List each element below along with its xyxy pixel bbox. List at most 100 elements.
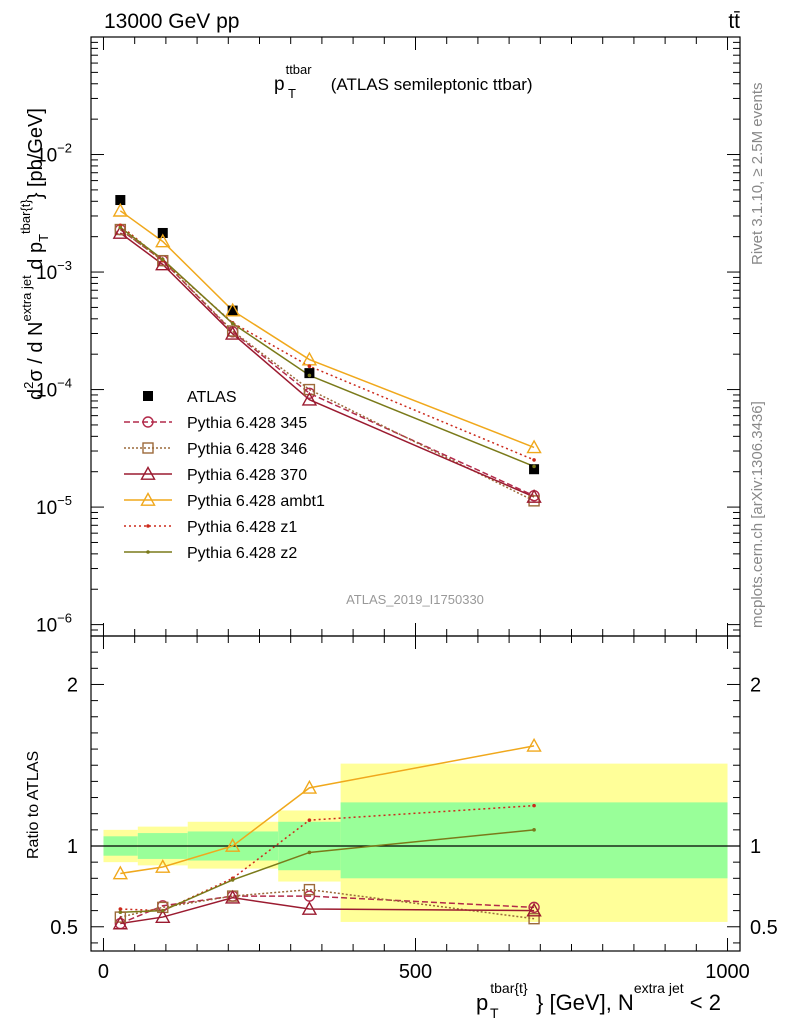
xlabel-mid: } [GeV], N (536, 990, 634, 1015)
y-axis-label-main: d2σ / d Nextra jet d pTtbar{t}} [pb/GeV] (18, 108, 51, 400)
legend-label-2: Pythia 6.428 346 (187, 441, 307, 458)
legend: ATLAS Pythia 6.428 345 Pythia 6.428 346 Pyt… (124, 389, 325, 562)
ratio-point-s5-1 (160, 908, 165, 913)
main-line-series-2 (119, 228, 535, 502)
legend-label-5: Pythia 6.428 z1 (187, 519, 297, 536)
x-tick-label-2: 1000 (705, 961, 750, 983)
ratio-ytick-label-left-2: 2 (67, 674, 78, 696)
ratio-ytick-label-left-1: 1 (67, 836, 78, 858)
legend-label-3: Pythia 6.428 370 (187, 467, 307, 484)
legend-label-0: ATLAS (187, 389, 237, 406)
rivet-version-label: Rivet 3.1.10, ≥ 2.5M events (749, 83, 766, 266)
ratio-point-s2-2 (224, 889, 241, 904)
xlabel-end: < 2 (684, 990, 721, 1015)
xlabel-sub: T (490, 1005, 499, 1021)
main-point-s0-4 (529, 464, 540, 475)
ratio-point-s3-0 (112, 865, 129, 880)
legend-marker-0 (143, 391, 153, 401)
main-series-markers (112, 195, 542, 507)
main-point-s6-4 (532, 464, 536, 469)
main-ytick-label-2: 10−4 (36, 376, 72, 402)
ratio-line-series-4 (120, 804, 535, 912)
ratio-point-s5-0 (118, 910, 123, 915)
ratio-point-s3-4 (526, 737, 542, 752)
main-point-s3-0 (112, 225, 129, 239)
legend-marker-3 (140, 466, 156, 480)
main-series-lines (119, 210, 535, 502)
ratio-axes: 0.5 0.5 1 1 2 2 0 500 1000 (50, 635, 778, 983)
ratio-point-s0-4 (528, 901, 540, 914)
ratio-point-s5-3 (307, 850, 312, 855)
header-process-label: tt̄ (728, 10, 740, 33)
main-point-s6-0 (118, 225, 123, 230)
ratio-point-s4-3 (307, 818, 312, 822)
ratio-ytick-label-right-2: 2 (750, 674, 761, 696)
legend-marker-4 (140, 492, 156, 506)
ratio-point-s4-4 (532, 803, 536, 808)
ratio-point-s3-1 (155, 859, 171, 873)
header-energy-label: 13000 GeV pp (104, 10, 239, 33)
main-point-s4-4 (526, 439, 542, 454)
analysis-watermark: ATLAS_2019_I1750330 (346, 592, 484, 607)
main-point-s0-0 (115, 195, 126, 206)
main-ytick-label-0: 10−6 (36, 611, 72, 637)
main-line-series-4 (119, 210, 535, 449)
main-point-s6-3 (307, 373, 312, 378)
legend-marker-2 (142, 442, 154, 454)
main-point-s3-4 (526, 488, 542, 503)
ylabel-sup3: tbar{t} (18, 199, 33, 234)
ratio-point-s1-3 (303, 883, 316, 896)
main-point-s5-4 (532, 458, 536, 462)
title-sub: T (288, 86, 296, 101)
ratio-line-series-3 (120, 745, 535, 875)
main-point-s4-1 (155, 233, 171, 248)
ylabel-sup1: 2 (21, 382, 36, 389)
x-tick-label-1: 500 (399, 961, 432, 983)
ylabel-d: d (25, 389, 47, 400)
x-axis-label: ptbar{t} T} [GeV], Nextra jet < 2 (476, 980, 721, 1021)
legend-label-4: Pythia 6.428 ambt1 (187, 493, 325, 510)
plot-title: pttbar T (ATLAS semileptonic ttbar) (274, 62, 533, 101)
legend-marker-1 (142, 416, 154, 428)
main-line-series-1 (119, 228, 535, 497)
main-ytick-label-4: 10−2 (36, 141, 72, 167)
title-p: p (274, 74, 285, 95)
main-point-s4-2 (224, 302, 241, 317)
main-ytick-label-1: 10−5 (36, 493, 72, 519)
ylabel-sup2: extra jet (19, 275, 34, 322)
main-point-s3-1 (155, 256, 171, 271)
main-line-series-6 (119, 226, 535, 468)
main-point-s4-0 (112, 202, 129, 217)
main-point-s3-2 (224, 325, 241, 340)
ylabel-part2: σ / d N (25, 322, 47, 382)
title-rest: (ATLAS semileptonic ttbar) (326, 75, 533, 94)
title-sup: ttbar (286, 62, 313, 77)
ratio-point-s2-3 (301, 901, 318, 915)
xlabel-sup: tbar{t} (490, 980, 528, 996)
main-point-s0-1 (157, 227, 168, 238)
main-ytick-label-3: 10−3 (36, 258, 72, 284)
ratio-ytick-label-left-0: 0.5 (50, 917, 78, 939)
ratio-point-s5-4 (532, 828, 536, 832)
ylabel-part3: d p (25, 242, 47, 275)
main-point-s0-2 (227, 305, 238, 316)
legend-label-1: Pythia 6.428 345 (187, 415, 307, 432)
main-point-s6-1 (160, 257, 165, 262)
main-point-s5-3 (307, 364, 312, 369)
ratio-point-s3-2 (224, 838, 241, 852)
y-axis-label-ratio: Ratio to ATLAS (25, 751, 42, 859)
x-tick-label-0: 0 (98, 961, 109, 983)
legend-label-6: Pythia 6.428 z2 (187, 545, 297, 562)
main-point-s6-2 (230, 321, 235, 326)
ratio-line-series-2 (120, 896, 535, 925)
ratio-point-s2-4 (526, 902, 542, 917)
legend-marker-5 (146, 524, 150, 528)
ratio-series-markers (112, 737, 542, 930)
band-inner-4 (340, 802, 728, 879)
ratio-point-s4-0 (118, 907, 123, 911)
ylabel-sub3: T (36, 234, 51, 242)
ratio-point-s5-2 (230, 878, 235, 882)
main-point-s0-3 (304, 368, 315, 379)
ratio-point-s3-3 (301, 779, 318, 794)
